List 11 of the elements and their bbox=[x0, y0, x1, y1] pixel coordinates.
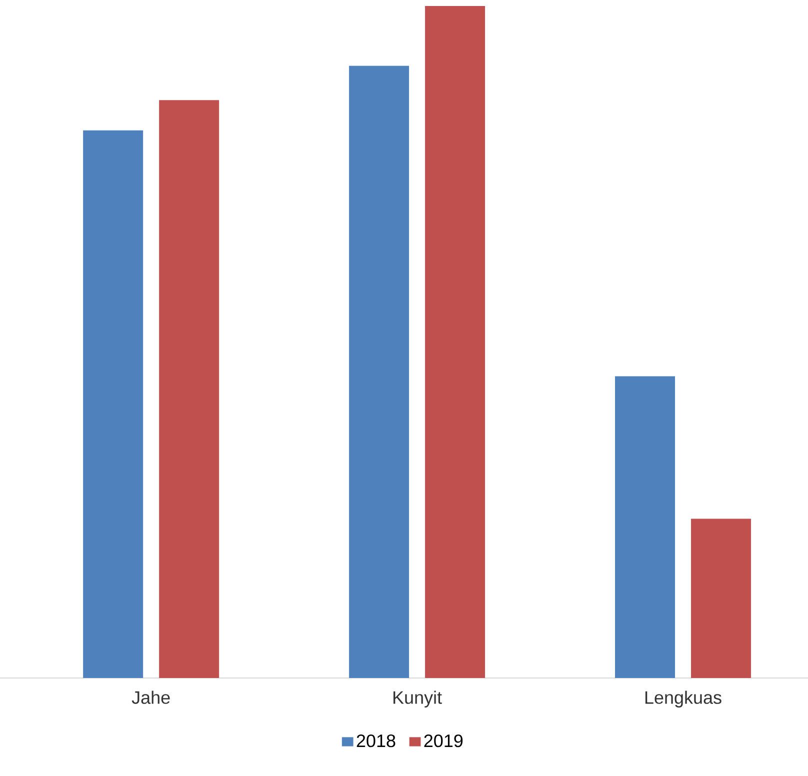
legend-label: 2018 bbox=[356, 734, 396, 748]
bar bbox=[691, 518, 751, 678]
x-tick-label: Kunyit bbox=[394, 690, 442, 708]
bar bbox=[615, 376, 675, 678]
bar bbox=[159, 100, 220, 678]
x-tick-label: Lengkuas bbox=[645, 690, 722, 708]
bar bbox=[425, 6, 486, 678]
x-tick-label: Jahe bbox=[132, 690, 170, 704]
bar bbox=[83, 130, 144, 678]
legend-label: 2019 bbox=[424, 734, 463, 748]
bar bbox=[349, 66, 410, 678]
